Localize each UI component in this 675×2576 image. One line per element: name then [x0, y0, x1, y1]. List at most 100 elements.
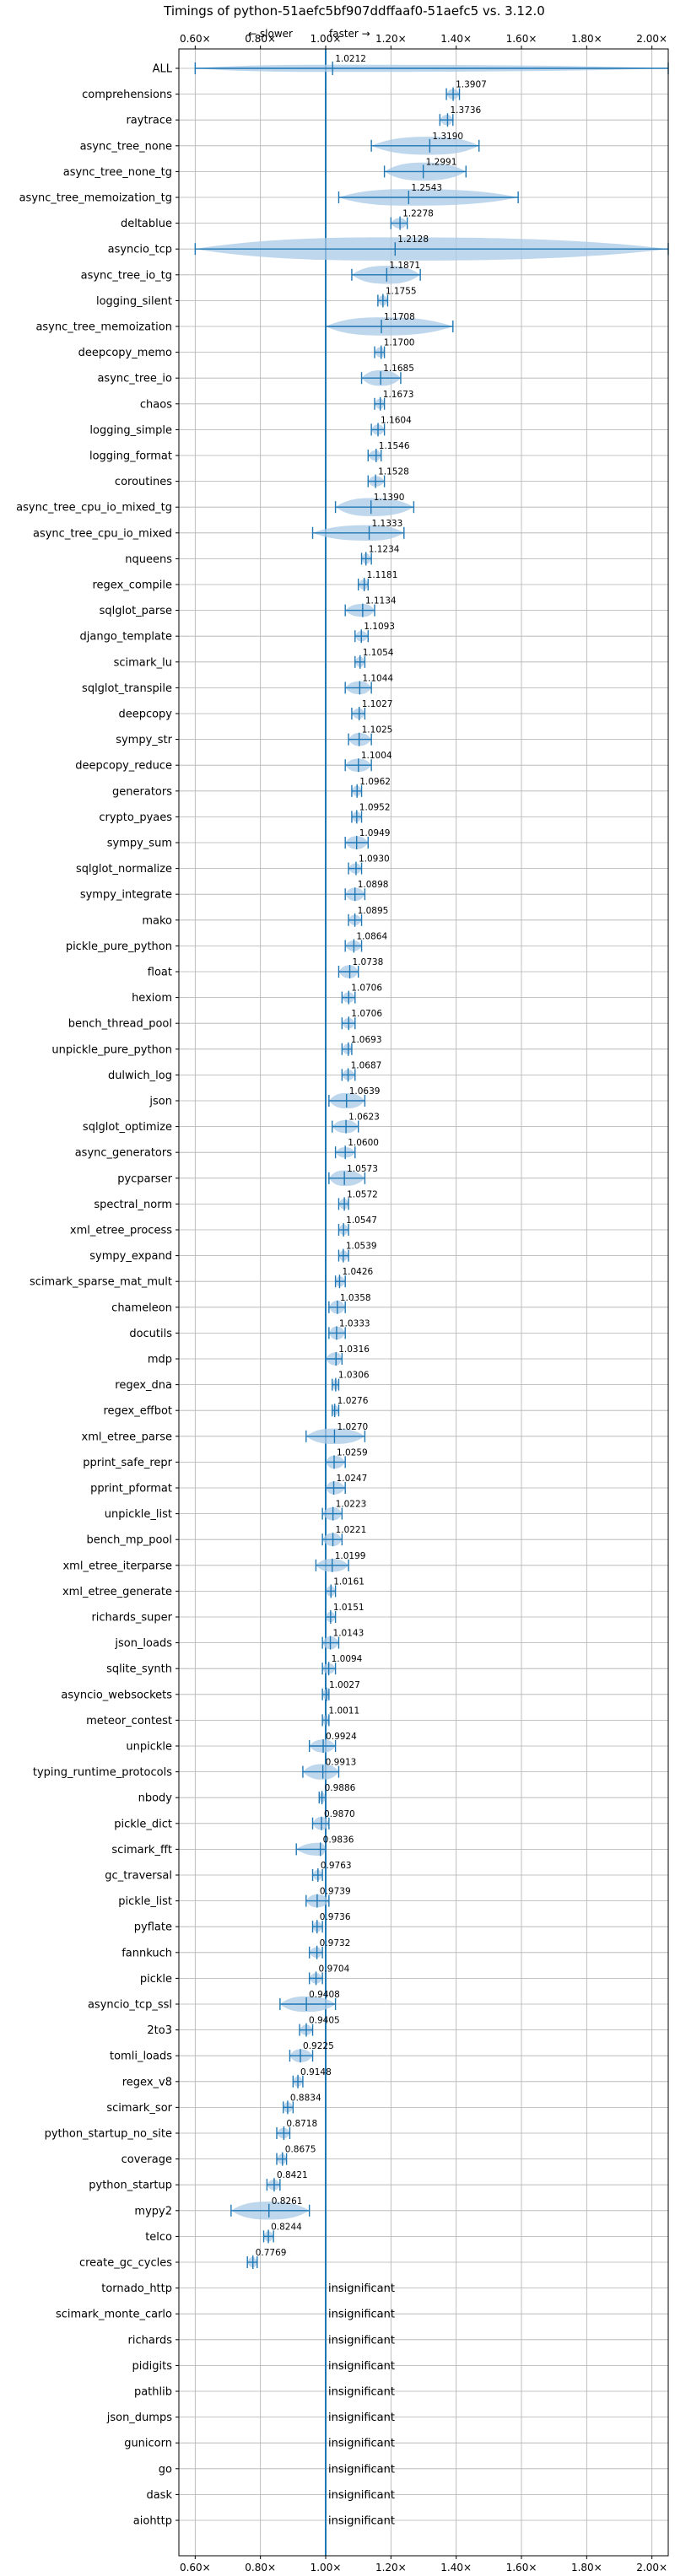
benchmark-label: async_tree_cpu_io_mixed	[33, 527, 172, 540]
benchmark-label: chaos	[140, 398, 172, 411]
value-label: 1.0623	[348, 1113, 380, 1123]
x-tick-label-top: 1.20×	[375, 33, 407, 45]
value-label: 1.0143	[333, 1629, 364, 1639]
x-tick-label-bottom: 0.60×	[180, 2562, 211, 2573]
benchmark-label: sqlglot_normalize	[76, 863, 172, 876]
benchmark-label: richards_super	[91, 1612, 172, 1625]
benchmark-label: regex_dna	[115, 1379, 172, 1392]
benchmark-label: unpickle_pure_python	[51, 1043, 172, 1056]
benchmark-label: raytrace	[126, 115, 172, 127]
value-label: 1.2278	[402, 209, 434, 219]
value-label: 1.0687	[351, 1060, 382, 1070]
value-label: 1.0306	[338, 1371, 370, 1381]
benchmark-label: pathlib	[134, 2386, 172, 2399]
value-label: 1.0539	[346, 1242, 377, 1252]
benchmark-label: unpickle_list	[105, 1508, 172, 1521]
value-label: 1.1708	[384, 312, 415, 322]
benchmark-label: xml_etree_parse	[82, 1431, 172, 1443]
benchmark-label: scimark_monte_carlo	[56, 2309, 172, 2321]
benchmark-label: ALL	[153, 63, 173, 76]
benchmark-label: pyflate	[134, 1921, 172, 1934]
value-label: 0.9405	[309, 2016, 340, 2026]
value-label: 1.0358	[340, 1293, 371, 1303]
insignificant-label: insignificant	[328, 2309, 395, 2321]
insignificant-label: insignificant	[328, 2386, 395, 2399]
value-label: 1.0011	[328, 1706, 359, 1716]
value-label: 1.1234	[369, 544, 400, 554]
value-label: 1.1093	[364, 622, 395, 632]
benchmark-label: typing_runtime_protocols	[33, 1766, 172, 1779]
benchmark-label: sqlglot_optimize	[83, 1121, 172, 1134]
value-label: 1.0426	[342, 1267, 373, 1277]
benchmark-label: scimark_fft	[111, 1844, 172, 1857]
value-label: 1.0572	[347, 1189, 378, 1199]
benchmark-labels-layer: ALL comprehensions raytrace async_tree_none…	[16, 63, 395, 2528]
benchmark-label: mako	[142, 914, 172, 927]
x-tick-label-top: 2.00×	[636, 33, 667, 45]
value-label: 1.1044	[362, 673, 393, 683]
value-label: 1.1025	[362, 725, 393, 736]
benchmark-label: dulwich_log	[108, 1070, 172, 1082]
benchmark-label: scimark_sparse_mat_mult	[30, 1276, 172, 1289]
benchmark-label: async_tree_none_tg	[63, 166, 172, 179]
value-label: 0.9732	[320, 1938, 351, 1948]
value-label: 1.1054	[363, 648, 394, 658]
value-label: 1.0930	[359, 854, 390, 865]
benchmark-label: nbody	[138, 1792, 173, 1805]
benchmark-label: sqlglot_parse	[100, 605, 172, 617]
insignificant-label: insignificant	[328, 2489, 395, 2502]
value-label: 0.8675	[285, 2145, 316, 2155]
value-label: 0.8718	[286, 2119, 317, 2129]
benchmark-label: sympy_str	[116, 734, 172, 746]
benchmark-label: pidigits	[132, 2360, 173, 2373]
value-label: 1.3907	[456, 80, 487, 90]
benchmark-label: sqlglot_transpile	[82, 682, 172, 695]
benchmark-label: gunicorn	[124, 2438, 172, 2450]
value-label: 1.1673	[383, 390, 414, 400]
tick-labels-layer: 0.60× 0.60× 0.80× 0.80× 1.00× 1.00× 1.20× 1.20×…	[176, 33, 667, 2573]
benchmark-label: meteor_contest	[86, 1715, 172, 1727]
value-label: 1.0962	[359, 777, 391, 787]
benchmark-label: tornado_http	[101, 2282, 172, 2295]
benchmark-label: tomli_loads	[110, 2051, 172, 2063]
benchmark-label: fannkuch	[122, 1947, 172, 1959]
value-label: 1.3190	[432, 132, 463, 142]
benchmark-label: mdp	[148, 1354, 172, 1366]
benchmark-label: richards	[128, 2334, 173, 2347]
value-label: 1.1871	[389, 261, 420, 271]
benchmark-label: sqlite_synth	[106, 1663, 172, 1676]
benchmark-label: async_tree_io	[97, 373, 172, 385]
violins-layer: 1.0212 1.3907 1.3736 1.3190 1.2991 1.2543 1.22…	[194, 49, 669, 2556]
benchmark-label: regex_effbot	[103, 1405, 172, 1418]
benchmark-label: logging_format	[89, 450, 172, 463]
benchmark-label: bench_thread_pool	[68, 1018, 172, 1031]
benchmark-label: deepcopy	[118, 709, 172, 721]
benchmark-label: hexiom	[132, 992, 172, 1005]
value-label: 1.0706	[351, 1009, 382, 1019]
insignificant-label: insignificant	[328, 2515, 395, 2528]
value-label: 1.0027	[329, 1680, 360, 1690]
benchmark-label: asyncio_websockets	[61, 1689, 172, 1701]
value-label: 1.0693	[351, 1035, 382, 1045]
benchmark-label: xml_etree_process	[70, 1225, 172, 1237]
value-label: 1.0738	[353, 957, 384, 967]
benchmark-label: json_dumps	[106, 2412, 172, 2424]
benchmark-label: generators	[112, 785, 172, 798]
value-label: 0.7769	[256, 2248, 287, 2258]
benchmark-label: logging_simple	[89, 424, 172, 437]
benchmark-label: json_loads	[114, 1637, 172, 1650]
value-label: 0.8421	[277, 2170, 308, 2180]
benchmark-label: sympy_sum	[107, 838, 172, 850]
value-label: 1.1685	[383, 364, 414, 374]
benchmark-label: chameleon	[111, 1301, 172, 1314]
value-label: 1.0895	[358, 906, 389, 916]
benchmark-label: async_tree_memoization	[35, 321, 172, 334]
value-label: 1.0547	[346, 1215, 377, 1226]
benchmark-label: pycparser	[117, 1172, 172, 1185]
x-tick-label-bottom: 1.80×	[571, 2562, 602, 2573]
value-label: 0.9736	[320, 1912, 351, 1922]
x-tick-label-top: 1.60×	[506, 33, 537, 45]
x-tick-label-bottom: 1.00×	[310, 2562, 342, 2573]
benchmark-label: mypy2	[134, 2205, 172, 2218]
